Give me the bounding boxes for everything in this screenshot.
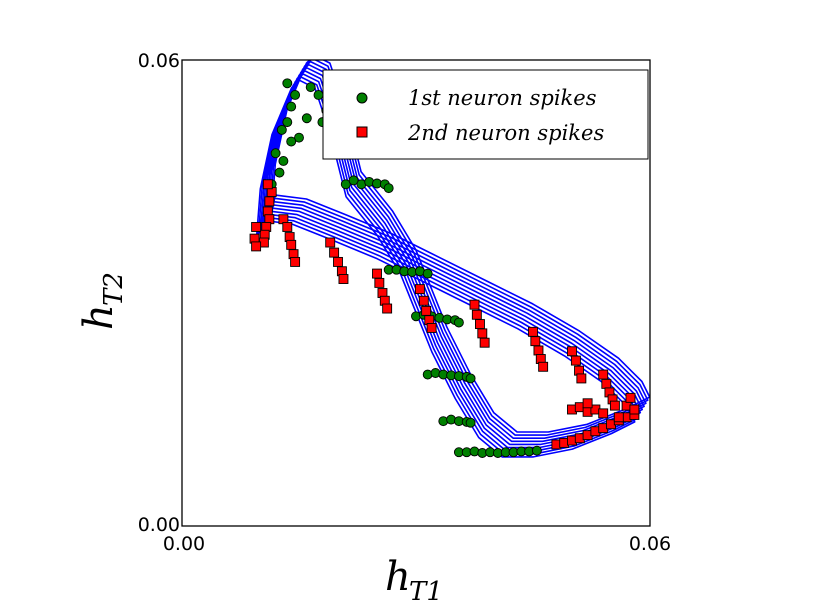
spike-point-neuron2-7 [262,179,273,190]
spike-point-neuron2-43 [570,355,581,366]
spike-point-neuron2-22 [372,268,382,279]
spike-point-neuron2-17 [325,237,336,248]
spike-point-neuron1-0 [282,78,293,89]
spike-point-neuron1-5 [286,136,297,147]
spike-point-neuron1-12 [305,82,316,93]
trajectory-line-7 [268,60,649,436]
spike-point-neuron2-36 [479,337,490,348]
spike-point-neuron2-8 [251,222,262,232]
spike-point-neuron2-68 [613,412,624,423]
spike-point-neuron2-16 [290,256,301,267]
spike-point-neuron1-16 [270,148,281,159]
spike-point-neuron2-19 [333,256,343,267]
spike-point-neuron2-27 [414,284,425,295]
spike-point-neuron2-33 [471,309,482,320]
spike-point-neuron1-23 [348,175,359,186]
legend-label-series-2: 2nd neuron spikes [407,121,604,145]
x-axis-label-main: h [385,554,411,600]
trajectory-line-4 [263,67,643,446]
spike-point-neuron2-41 [538,361,549,372]
spike-point-neuron2-18 [329,247,340,258]
spike-point-neuron2-70 [625,392,636,403]
legend: 1st neuron spikes 2nd neuron spikes [322,69,649,160]
spike-point-neuron2-67 [582,398,593,409]
spike-point-neuron2-46 [598,369,609,380]
y-axis-label-sub: T2 [99,272,129,306]
spike-point-neuron2-10 [251,241,262,252]
spike-point-neuron2-42 [567,346,577,357]
trajectory-line-5 [265,63,645,443]
spike-point-neuron1-3 [294,132,304,143]
legend-box [322,69,649,160]
trajectory-line-8 [270,60,650,433]
spike-point-neuron1-28 [383,183,394,194]
y-axis-label-main: h [76,304,122,330]
legend-marker-series-1 [356,92,368,104]
spike-point-neuron1-22 [340,179,351,190]
legend-label-series-1: 1st neuron spikes [408,86,597,110]
spike-point-neuron1-53 [465,417,476,428]
spike-point-neuron2-71 [629,404,640,415]
spike-point-neuron2-39 [533,345,544,356]
spike-point-neuron2-21 [338,274,349,284]
spike-point-neuron2-23 [374,277,385,288]
spike-point-neuron2-35 [477,328,488,339]
spike-point-neuron2-47 [601,378,612,389]
y-axis-label: h T2 [76,272,129,330]
spike-point-neuron2-38 [530,336,541,347]
spike-point-neuron1-41 [453,317,464,328]
spike-point-neuron1-34 [422,268,433,279]
x-axis-label: h T1 [385,554,443,607]
spike-point-neuron1-13 [290,89,301,100]
spike-marker-layer [249,78,640,458]
trajectory-layer [255,60,650,458]
spike-point-neuron2-28 [418,295,429,306]
spike-point-neuron2-31 [426,323,437,333]
y-tick-label-max: 0.06 [138,50,180,72]
x-tick-label-min: 0.00 [163,533,205,555]
x-tick-label-max: 0.06 [629,533,671,555]
spike-point-neuron1-6 [301,113,312,124]
spike-point-neuron2-45 [576,373,587,384]
spike-point-neuron2-14 [286,239,297,250]
y-tick-label-min: 0.00 [138,514,180,536]
spike-point-neuron1-14 [274,167,285,178]
legend-marker-series-2 [356,126,368,138]
spike-point-neuron2-1 [264,196,275,207]
spike-point-neuron2-66 [598,408,609,419]
spike-point-neuron1-64 [531,445,542,456]
spike-point-neuron1-2 [282,117,293,128]
spike-point-neuron2-37 [528,326,538,337]
spike-point-neuron2-29 [421,305,432,316]
spike-point-neuron2-50 [609,400,620,411]
spike-point-neuron2-34 [475,319,485,330]
plot-frame [181,59,651,527]
spike-point-neuron2-32 [469,299,480,310]
spike-point-neuron1-7 [313,89,324,100]
x-axis-label-sub: T1 [409,577,443,607]
spike-point-neuron1-48 [465,373,476,384]
spike-point-neuron1-1 [286,101,297,112]
spike-point-neuron2-26 [382,303,393,314]
trajectory-line-6 [266,60,647,439]
spike-point-neuron2-12 [282,222,293,232]
spike-point-neuron1-4 [278,156,289,166]
spike-point-neuron1-17 [276,124,287,135]
